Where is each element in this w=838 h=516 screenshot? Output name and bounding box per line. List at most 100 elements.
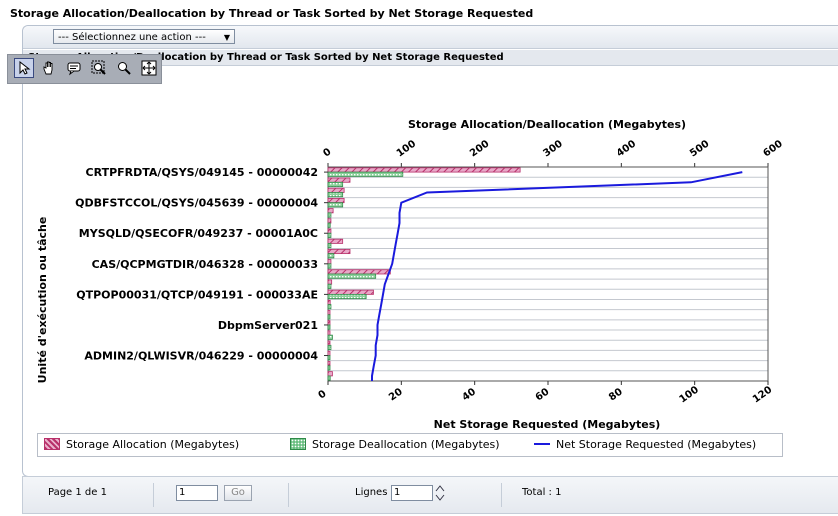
footer-divider — [288, 483, 289, 507]
category-label: QDBFSTCCOL/QSYS/045639 - 00000004 — [75, 197, 318, 210]
deallocation-bar — [327, 344, 332, 351]
deallocation-bar — [327, 324, 331, 330]
allocation-bar — [327, 187, 345, 193]
footer-divider — [153, 483, 154, 507]
chart-legend: Storage Allocation (Megabytes) Storage D… — [37, 433, 783, 457]
allocation-bar — [327, 197, 345, 204]
allocation-bar — [327, 330, 331, 336]
rows-stepper[interactable] — [435, 483, 445, 503]
top-tick-label: 0 — [321, 146, 333, 159]
allocation-bar — [327, 259, 332, 265]
action-select-label: --- Sélectionnez une action --- — [58, 32, 206, 43]
deallocation-bar — [327, 314, 331, 320]
pagination-footer: Page 1 de 1 1 Go Lignes 1 Total : 1 — [22, 476, 838, 514]
deallocation-bar — [327, 202, 344, 208]
deallocation-bar — [327, 253, 335, 259]
deallocation-bar — [327, 212, 332, 218]
allocation-bar — [327, 228, 332, 234]
legend-label-deallocation: Storage Deallocation (Megabytes) — [312, 438, 500, 451]
allocation-bar — [327, 269, 391, 275]
deallocation-bar — [327, 222, 331, 228]
allocation-bar — [327, 371, 333, 377]
allocation-bar — [327, 177, 351, 183]
panel-subtitle: Storage Allocation/Deallocation by Threa… — [23, 50, 838, 66]
action-select[interactable]: --- Sélectionnez une action --- ▼ — [53, 29, 235, 44]
top-tick-label: 200 — [468, 138, 491, 159]
allocation-bar — [327, 279, 333, 285]
allocation-bar — [327, 208, 334, 214]
deallocation-bar — [327, 293, 367, 300]
y-axis-title: Unité d'exécution ou tâche — [36, 217, 49, 384]
bottom-tick-label: 0 — [317, 388, 329, 401]
chart: Storage Allocation/Deallocation (Megabyt… — [36, 118, 785, 431]
top-tick-label: 500 — [688, 138, 711, 159]
category-label: ADMIN2/QLWISVR/046229 - 00000004 — [84, 350, 318, 363]
deallocation-bar — [327, 334, 333, 340]
move-crosshair-icon[interactable] — [139, 58, 159, 78]
allocation-bar — [327, 350, 331, 356]
select-arrow-icon[interactable] — [14, 58, 34, 78]
rows-label: Lignes — [355, 487, 388, 498]
page-title: Storage Allocation/Deallocation by Threa… — [10, 7, 534, 20]
page-indicator: Page 1 de 1 — [48, 487, 107, 498]
allocation-bar — [327, 167, 521, 173]
legend-label-allocation: Storage Allocation (Megabytes) — [66, 438, 240, 451]
deallocation-bar — [327, 304, 332, 310]
legend-item-net: Net Storage Requested (Megabytes) — [534, 438, 756, 451]
top-tick-label: 100 — [395, 138, 418, 159]
deallocation-bar — [327, 273, 377, 279]
category-label: MYSQLD/QSECOFR/049237 - 00001A0C — [79, 227, 318, 240]
page-number-input[interactable]: 1 — [176, 485, 218, 501]
deallocation-swatch — [290, 438, 306, 450]
allocation-bar — [327, 238, 344, 244]
bottom-axis-title: Net Storage Requested (Megabytes) — [434, 418, 661, 431]
footer-divider — [501, 483, 502, 507]
legend-label-net: Net Storage Requested (Megabytes) — [556, 438, 757, 451]
go-button[interactable]: Go — [224, 485, 252, 501]
net-storage-line — [371, 171, 743, 381]
allocation-bar — [327, 310, 331, 316]
action-toolbar: --- Sélectionnez une action --- ▼ — [23, 26, 838, 49]
allocation-swatch — [44, 438, 60, 450]
deallocation-bar — [327, 355, 331, 361]
bottom-tick-label: 40 — [460, 386, 478, 403]
deallocation-bar — [327, 365, 331, 371]
bottom-tick-label: 60 — [534, 386, 552, 403]
legend-item-allocation: Storage Allocation (Megabytes) — [44, 438, 239, 451]
total-count: Total : 1 — [522, 487, 562, 498]
tooltip-icon[interactable] — [64, 58, 84, 78]
top-tick-label: 600 — [761, 138, 784, 159]
category-label: CAS/QCPMGTDIR/046328 - 00000033 — [92, 258, 318, 271]
zoom-rectangle-icon[interactable] — [89, 58, 109, 78]
deallocation-bar — [327, 232, 332, 238]
bottom-tick-label: 100 — [678, 384, 701, 405]
rows-input[interactable]: 1 — [391, 485, 433, 501]
deallocation-bar — [327, 375, 331, 381]
deallocation-bar — [327, 192, 344, 198]
allocation-bar — [327, 289, 374, 295]
allocation-bar — [327, 361, 331, 367]
chart-tools — [7, 54, 162, 84]
deallocation-bar — [327, 181, 344, 187]
bottom-tick-label: 20 — [387, 386, 405, 403]
allocation-bar — [327, 218, 332, 224]
hand-pan-icon[interactable] — [39, 58, 59, 78]
allocation-bar — [327, 299, 331, 305]
top-tick-label: 400 — [615, 138, 638, 159]
deallocation-bar — [327, 283, 332, 289]
allocation-bar — [327, 248, 351, 255]
chevron-down-icon: ▼ — [223, 33, 230, 42]
category-label: CRTPFRDTA/QSYS/049145 - 00000042 — [86, 166, 318, 179]
allocation-bar — [327, 320, 331, 326]
allocation-bar — [327, 340, 331, 346]
deallocation-bar — [327, 171, 404, 177]
bottom-tick-label: 80 — [607, 386, 625, 403]
deallocation-bar — [327, 243, 332, 249]
category-label: DbpmServer021 — [218, 319, 318, 332]
legend-item-deallocation: Storage Deallocation (Megabytes) — [290, 438, 500, 451]
net-line-swatch — [534, 443, 550, 445]
plot-border — [327, 166, 769, 382]
bottom-tick-label: 120 — [751, 384, 774, 405]
category-label: QTPOP00031/QTCP/049191 - 000033AE — [76, 288, 318, 301]
zoom-icon[interactable] — [114, 58, 134, 78]
